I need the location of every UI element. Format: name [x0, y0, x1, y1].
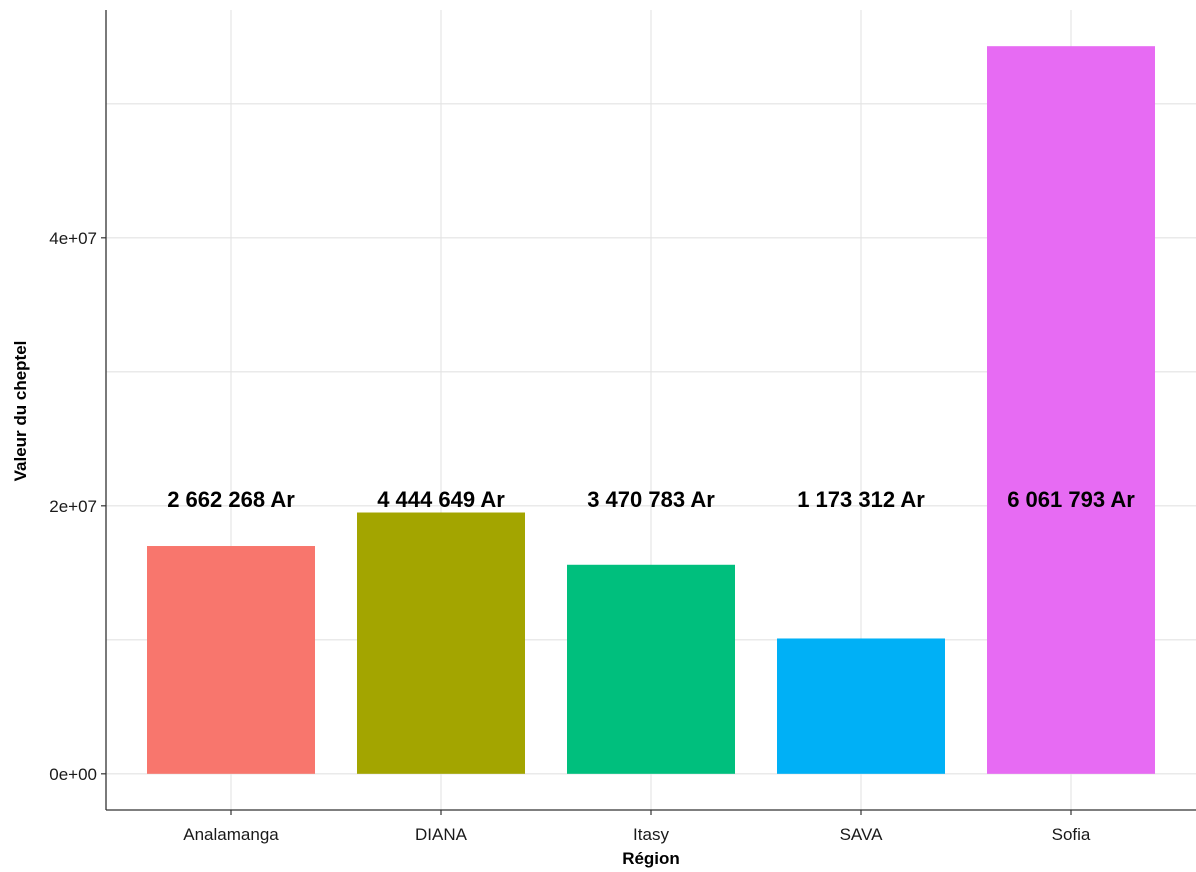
- x-tick-label: DIANA: [415, 825, 468, 844]
- y-tick-label: 0e+00: [49, 765, 97, 784]
- x-tick-label: Itasy: [633, 825, 669, 844]
- y-axis-title: Valeur du cheptel: [11, 341, 30, 482]
- bar-analamanga: [147, 546, 315, 774]
- bar-sava: [777, 638, 945, 774]
- data-label-itasy: 3 470 783 Ar: [587, 487, 715, 512]
- bar-diana: [357, 512, 525, 774]
- data-label-sava: 1 173 312 Ar: [797, 487, 925, 512]
- data-label-layer: 2 662 268 Ar 4 444 649 Ar 3 470 783 Ar 1 17…: [167, 487, 1135, 512]
- bar-itasy: [567, 564, 735, 774]
- y-tick-label: 4e+07: [49, 229, 97, 248]
- data-label-sofia: 6 061 793 Ar: [1007, 487, 1135, 512]
- data-label-analamanga: 2 662 268 Ar: [167, 487, 295, 512]
- y-tick-label: 2e+07: [49, 497, 97, 516]
- data-label-diana: 4 444 649 Ar: [377, 487, 505, 512]
- x-tick-label: Analamanga: [183, 825, 279, 844]
- x-tick-label: Sofia: [1052, 825, 1091, 844]
- x-axis-ticks: Analamanga DIANA Itasy SAVA Sofia: [183, 810, 1091, 844]
- bar-layer: [147, 46, 1155, 774]
- x-axis-title: Région: [622, 849, 680, 868]
- y-axis-ticks: 0e+00 2e+07 4e+07: [49, 229, 106, 784]
- bar-sofia: [987, 46, 1155, 774]
- x-tick-label: SAVA: [840, 825, 883, 844]
